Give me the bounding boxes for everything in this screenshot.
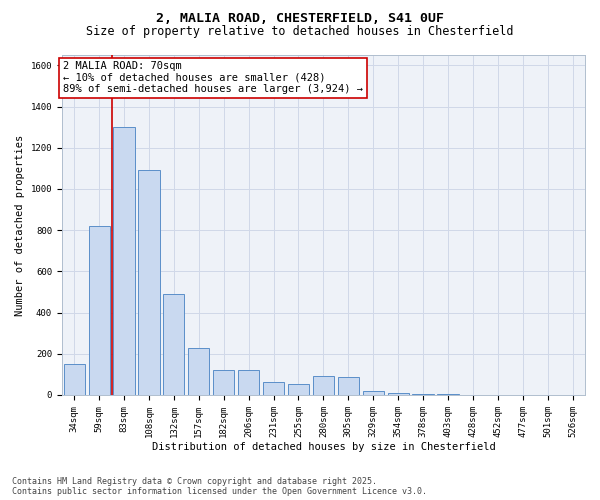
Y-axis label: Number of detached properties: Number of detached properties	[15, 134, 25, 316]
Text: Contains HM Land Registry data © Crown copyright and database right 2025.
Contai: Contains HM Land Registry data © Crown c…	[12, 476, 427, 496]
Bar	[362, 391, 384, 395]
Bar	[288, 384, 309, 395]
Bar	[188, 348, 209, 395]
Text: 2 MALIA ROAD: 70sqm
← 10% of detached houses are smaller (428)
89% of semi-detac: 2 MALIA ROAD: 70sqm ← 10% of detached ho…	[63, 61, 363, 94]
Bar	[163, 294, 184, 395]
Bar	[388, 394, 409, 395]
Bar	[412, 394, 434, 395]
Bar	[263, 382, 284, 395]
Text: Size of property relative to detached houses in Chesterfield: Size of property relative to detached ho…	[86, 25, 514, 38]
Text: 2, MALIA ROAD, CHESTERFIELD, S41 0UF: 2, MALIA ROAD, CHESTERFIELD, S41 0UF	[156, 12, 444, 24]
Bar	[139, 170, 160, 395]
X-axis label: Distribution of detached houses by size in Chesterfield: Distribution of detached houses by size …	[152, 442, 495, 452]
Bar	[313, 376, 334, 395]
Bar	[338, 378, 359, 395]
Bar	[437, 394, 458, 395]
Bar	[213, 370, 235, 395]
Bar	[113, 127, 134, 395]
Bar	[238, 370, 259, 395]
Bar	[89, 226, 110, 395]
Bar	[64, 364, 85, 395]
